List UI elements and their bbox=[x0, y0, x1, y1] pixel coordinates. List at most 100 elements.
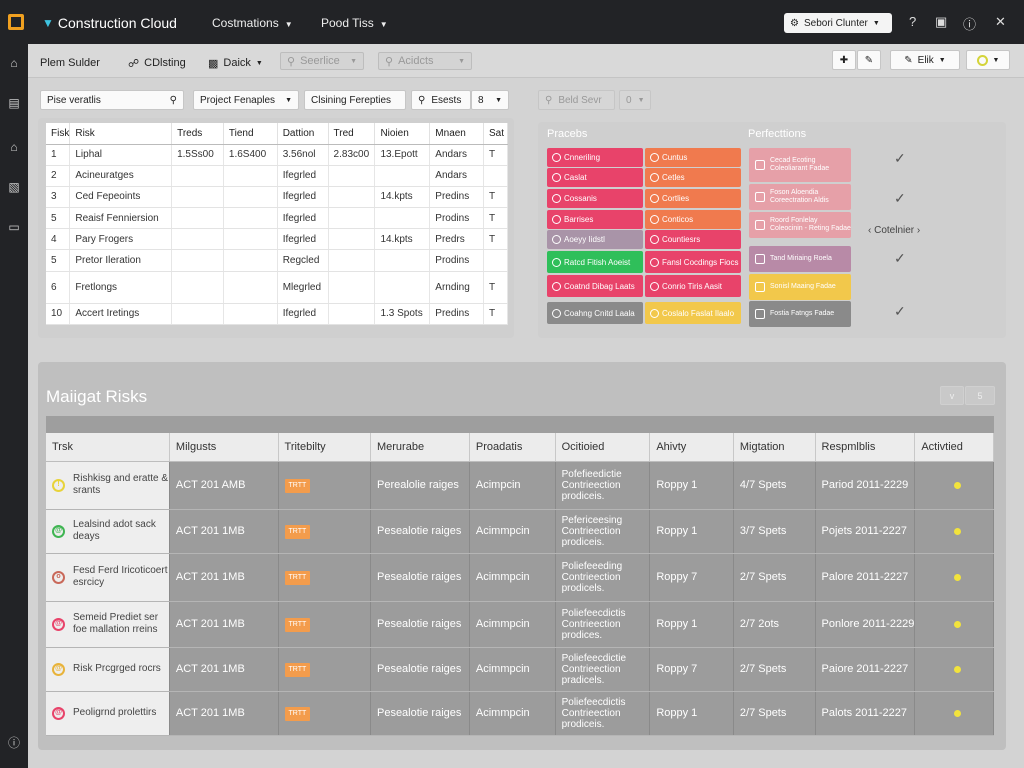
protection-tile[interactable]: Roord Fonlelay Coleocinin - Reting Fadae bbox=[749, 212, 851, 238]
table-row[interactable]: 10 Accert Iretings Ifegrled 1.3 Spots Predin… bbox=[46, 303, 508, 326]
close-icon[interactable]: ✕ bbox=[995, 14, 1006, 29]
table-row[interactable]: @ Peoligrnd prolettirs ACT 201 1MB TRTT Pese… bbox=[46, 691, 994, 736]
column-header[interactable]: Merurabe bbox=[370, 433, 470, 462]
toolbar-seerlice[interactable]: ⚲ Seerlice ▼ bbox=[280, 52, 364, 70]
home-icon[interactable]: ⌂ bbox=[10, 140, 18, 154]
toolbar-acidcts[interactable]: ⚲ Acidcts ▼ bbox=[378, 52, 472, 70]
protection-tile[interactable]: Sonisl Maaing Fadae bbox=[749, 274, 851, 300]
table-row[interactable]: o Fesd Ferd Iricoticoert esrcicy ACT 201 1… bbox=[46, 553, 994, 602]
book-icon[interactable]: ▧ bbox=[8, 180, 20, 194]
protection-tile[interactable]: Cecad Ecoting Coleoliarant Fadae bbox=[749, 148, 851, 182]
table-header-row: Trsk Milgusts Tritebilty Merurabe Proadatis O… bbox=[46, 433, 994, 462]
practice-tile[interactable]: Cossanis bbox=[547, 189, 643, 208]
protection-tile[interactable]: Fostia Fatngs Fadae bbox=[749, 301, 851, 327]
column-header[interactable]: Proadatis bbox=[469, 433, 556, 462]
column-header[interactable]: Ocitioied bbox=[555, 433, 651, 462]
project-dropdown[interactable]: Project Fenaples ▼ bbox=[193, 90, 299, 110]
column-header[interactable]: Dattion bbox=[277, 123, 329, 145]
toolbar-cdlsting[interactable]: ☍ CDlsting bbox=[128, 54, 186, 72]
column-header[interactable]: Activtied bbox=[914, 433, 994, 462]
practice-tile[interactable]: Aoeyy Iidstl bbox=[547, 230, 643, 249]
toolbar-daick[interactable]: ▩ Daick ▼ bbox=[208, 54, 263, 72]
table-row[interactable]: 2 Acineuratges Ifegrled Andars bbox=[46, 165, 508, 187]
column-header[interactable]: Respmlblis bbox=[815, 433, 916, 462]
checkmark-icon[interactable]: ✓ bbox=[894, 303, 906, 319]
risk-name: Lealsind adot sack deays bbox=[73, 519, 156, 542]
column-header[interactable]: Trsk bbox=[46, 433, 170, 462]
search-input[interactable]: Pise veratlis ⚲ bbox=[40, 90, 184, 110]
calendar-pager[interactable]: ‹ Cotelnier › bbox=[868, 225, 921, 236]
brand[interactable]: ▼ Construction Cloud bbox=[42, 15, 177, 31]
column-header[interactable]: Risk bbox=[69, 123, 173, 145]
lock-icon[interactable]: ▣ bbox=[935, 14, 948, 29]
table-row[interactable]: 5 Pretor Ileration Regcled Prodins bbox=[46, 249, 508, 272]
practice-tile[interactable]: Cetles bbox=[645, 168, 741, 187]
nav-menu-1[interactable]: Costmations ▼ bbox=[212, 16, 293, 30]
column-header[interactable]: Ahivty bbox=[649, 433, 734, 462]
status-dropdown[interactable]: ▼ bbox=[966, 50, 1010, 70]
table-row[interactable]: @ Lealsind adot sack deays ACT 201 1MB TRTT… bbox=[46, 509, 994, 554]
filter-button[interactable]: Clsining Ferepties bbox=[304, 90, 406, 110]
home-icon[interactable]: ⌂ bbox=[10, 56, 18, 70]
table-row[interactable]: 4 Pary Frogers Ifegrled 14.kpts Predrs T bbox=[46, 228, 508, 251]
column-header[interactable]: Sat bbox=[483, 123, 508, 145]
collapse-button[interactable]: v bbox=[940, 386, 964, 405]
practice-tile[interactable]: Conrio Tiris Aasit bbox=[645, 275, 741, 297]
practice-tile[interactable]: Cnneriling bbox=[547, 148, 643, 167]
practice-tile[interactable]: Barrises bbox=[547, 210, 643, 229]
column-header[interactable]: Tritebilty bbox=[278, 433, 371, 462]
checkmark-icon[interactable]: ✓ bbox=[894, 250, 906, 266]
practice-tile[interactable]: Fansl Cocdings Fiocs bbox=[645, 251, 741, 273]
page-size-dropdown[interactable]: 5 bbox=[965, 386, 995, 405]
protection-tile[interactable]: Tand Miriaing Roela bbox=[749, 246, 851, 272]
table-row[interactable]: ! Rishkisg and eratte & srants ACT 201 AMB… bbox=[46, 461, 994, 510]
table-row[interactable]: 5 Reaisf Fenniersion Ifegrled Prodins T bbox=[46, 207, 508, 230]
table-cell: 10 bbox=[46, 303, 71, 326]
table-row[interactable]: @ Risk Prcgrged rocrs ACT 201 1MB TRTT Pesea… bbox=[46, 647, 994, 692]
column-header[interactable]: Mnaen bbox=[429, 123, 485, 145]
checkmark-icon[interactable]: ✓ bbox=[894, 150, 906, 166]
info-icon[interactable]: ⓘ bbox=[963, 17, 977, 32]
toolbar-plem-sulder[interactable]: Plem Sulder bbox=[40, 54, 100, 72]
table-row[interactable]: 1 Liphal 1.5Ss00 1.6S400 3.56nol 2.83c00 13.Ep… bbox=[46, 144, 508, 166]
column-header[interactable]: Fisk bbox=[46, 123, 71, 145]
column-header[interactable]: Tred bbox=[328, 123, 376, 145]
folder-icon[interactable]: ▭ bbox=[8, 220, 20, 234]
table-row[interactable]: 6 Fretlongs Mlegrled Arnding T bbox=[46, 271, 508, 304]
edit-button[interactable]: ✎ bbox=[857, 50, 881, 70]
practice-tile[interactable]: Countiesrs bbox=[645, 230, 741, 249]
practice-tile[interactable]: Conticos bbox=[645, 210, 741, 229]
brand-icon: ▼ bbox=[42, 16, 54, 30]
calendar-label: Cotelnier bbox=[874, 225, 915, 236]
practice-tile[interactable]: Cortlies bbox=[645, 189, 741, 208]
practice-tile[interactable]: Coslalo Faslat Ilaalo bbox=[645, 302, 741, 324]
checkmark-icon[interactable]: ✓ bbox=[894, 190, 906, 206]
search-dropdown[interactable]: ⚙ Sebori Clunter ▼ bbox=[784, 13, 892, 33]
document-icon[interactable]: ▤ bbox=[8, 96, 20, 110]
column-header[interactable]: Tiend bbox=[223, 123, 278, 145]
table-cell: Ifegrled bbox=[277, 165, 329, 187]
practice-tile[interactable]: Coahng Cnitd Laala bbox=[547, 302, 643, 324]
column-header[interactable]: Treds bbox=[171, 123, 224, 145]
events-button[interactable]: ⚲ Esests bbox=[411, 90, 471, 110]
question-icon[interactable]: ? bbox=[909, 14, 917, 29]
practice-tile[interactable]: Coatnd Dibag Laats bbox=[547, 275, 643, 297]
edit-dropdown[interactable]: ✎ Elik ▼ bbox=[890, 50, 960, 70]
column-header[interactable]: Milgusts bbox=[169, 433, 279, 462]
nav-menu-2[interactable]: Pood Tiss ▼ bbox=[321, 16, 388, 30]
practice-tile[interactable]: Cuntus bbox=[645, 148, 741, 167]
add-button[interactable]: ✚ bbox=[832, 50, 856, 70]
column-header[interactable]: Nioien bbox=[374, 123, 431, 145]
panel-search-input[interactable]: ⚲ Beld Sevr bbox=[538, 90, 615, 110]
practice-tile[interactable]: Caslat bbox=[547, 168, 643, 187]
panel-toggle[interactable]: 0 ▼ bbox=[619, 90, 651, 110]
protection-tile[interactable]: Foson Aloendia Coreectration Aldis bbox=[749, 184, 851, 210]
app-logo[interactable] bbox=[8, 14, 24, 30]
table-row[interactable]: 3 Ced Fepeoints Ifegrled 14.kpts Predins T bbox=[46, 186, 508, 209]
count-dropdown[interactable]: 8 ▼ bbox=[471, 90, 509, 110]
info-icon[interactable]: ⓘ bbox=[7, 736, 20, 750]
practice-tile[interactable]: Ratcd Fitish Aoeist bbox=[547, 251, 643, 273]
table-row[interactable]: @ Semeid Prediet ser foe mallation rreins… bbox=[46, 601, 994, 648]
nav-menu-1-label: Costmations bbox=[212, 16, 279, 30]
column-header[interactable]: Migtation bbox=[733, 433, 816, 462]
